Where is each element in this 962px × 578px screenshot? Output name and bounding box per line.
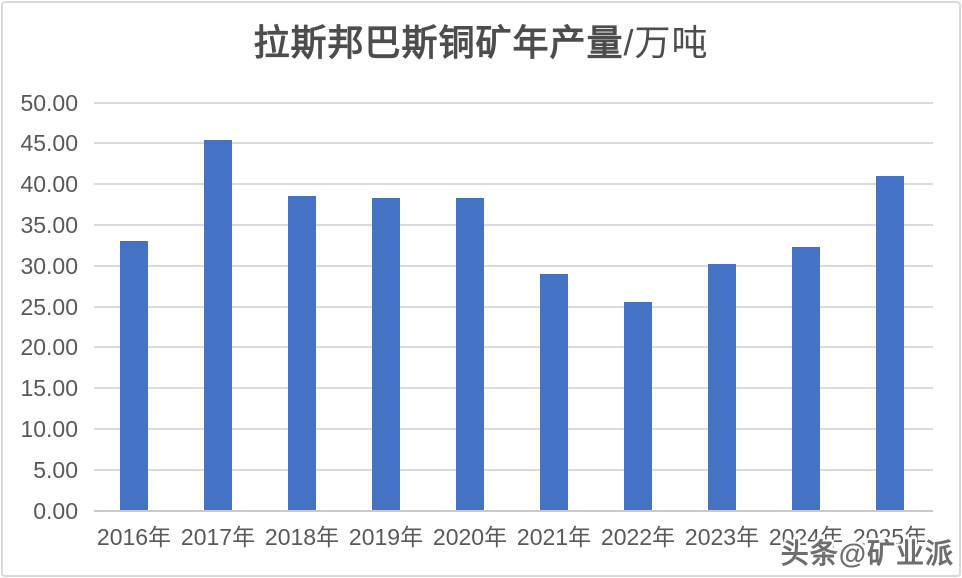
y-tick-label-5: 5.00	[33, 456, 78, 483]
bar-2021	[540, 273, 568, 511]
chart-title-text: 拉斯邦巴斯铜矿年产量	[253, 22, 624, 63]
watermark: 头条@矿业派	[780, 538, 954, 569]
x-tick-label-2023: 2023年	[684, 524, 760, 550]
x-tick-label-2020: 2020年	[432, 524, 508, 550]
x-tick-label-2019: 2019年	[348, 524, 424, 550]
x-tick-label-2016: 2016年	[96, 524, 172, 550]
bar-2018	[288, 196, 316, 511]
x-tick-label-2017: 2017年	[180, 524, 256, 550]
gridline	[94, 183, 933, 186]
y-tick-label-30: 30.00	[20, 252, 78, 279]
chart-title: 拉斯邦巴斯铜矿年产量/万吨	[0, 14, 962, 66]
gridline	[94, 387, 933, 390]
x-axis-line	[94, 509, 933, 512]
y-tick-label-45: 45.00	[20, 130, 78, 157]
gridline	[94, 346, 933, 349]
chart-title-unit: /万吨	[623, 22, 709, 63]
bar-2024	[792, 246, 820, 511]
gridline	[94, 223, 933, 226]
bar-2016	[120, 241, 148, 511]
gridline	[94, 142, 933, 145]
x-tick-label-2021: 2021年	[516, 524, 592, 550]
y-tick-label-35: 35.00	[20, 211, 78, 238]
x-tick-label-2024: 2024年	[768, 524, 844, 550]
y-tick-label-15: 15.00	[20, 375, 78, 402]
bar-2025	[876, 175, 904, 511]
y-tick-label-25: 25.00	[20, 293, 78, 320]
gridline	[94, 264, 933, 267]
bar-2022	[624, 302, 652, 511]
gridline	[94, 427, 933, 430]
gridline	[94, 305, 933, 308]
x-tick-label-2025: 2025年	[852, 524, 928, 550]
x-tick-label-2022: 2022年	[600, 524, 676, 550]
y-tick-label-40: 40.00	[20, 171, 78, 198]
y-tick-label-10: 10.00	[20, 415, 78, 442]
bar-2020	[456, 197, 484, 511]
bar-2017	[204, 140, 232, 511]
bar-2023	[708, 264, 736, 511]
gridline	[94, 468, 933, 471]
bar-2019	[372, 197, 400, 511]
x-tick-label-2018: 2018年	[264, 524, 340, 550]
y-tick-label-0: 0.00	[33, 497, 78, 524]
y-tick-label-50: 50.00	[20, 89, 78, 116]
y-tick-label-20: 20.00	[20, 334, 78, 361]
gridline	[94, 101, 933, 104]
